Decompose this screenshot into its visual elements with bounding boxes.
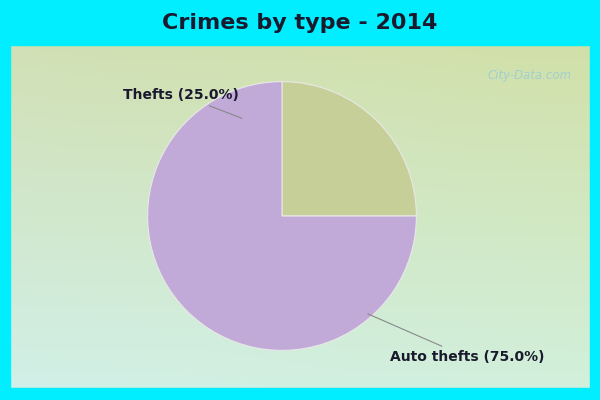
Text: Crimes by type - 2014: Crimes by type - 2014 <box>163 13 437 33</box>
Text: Auto thefts (75.0%): Auto thefts (75.0%) <box>368 314 544 364</box>
Bar <box>0 0 10 400</box>
Wedge shape <box>148 82 416 350</box>
Text: City-Data.com: City-Data.com <box>488 68 572 82</box>
Text: Thefts (25.0%): Thefts (25.0%) <box>124 88 242 118</box>
Bar <box>0 388 600 400</box>
Bar <box>590 0 600 400</box>
Bar <box>0 0 600 45</box>
Wedge shape <box>282 82 416 216</box>
